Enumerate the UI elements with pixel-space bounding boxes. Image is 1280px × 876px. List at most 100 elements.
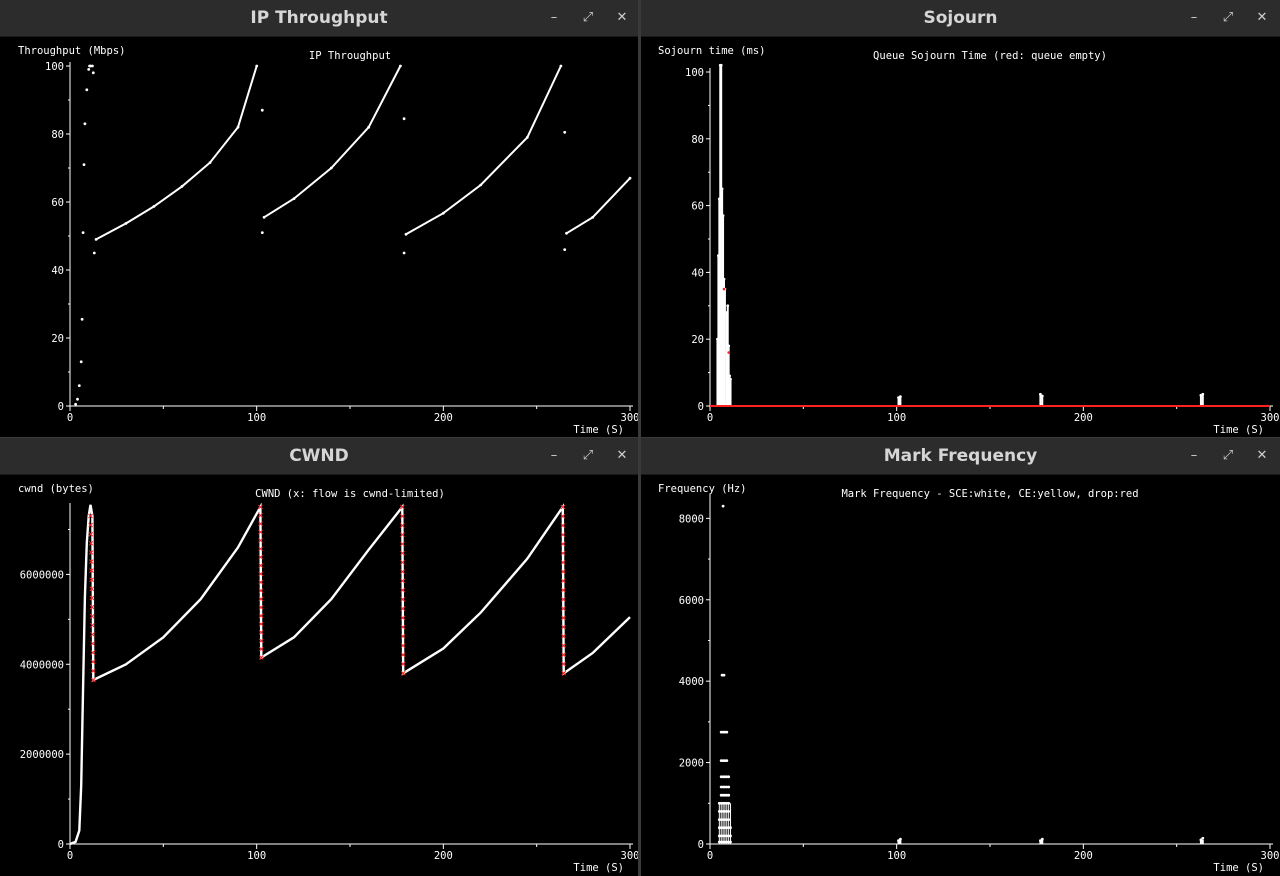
sojourn-window: Sojourn – ⤢ ✕ 0 100 200 300 0 20 40 60 80 100 Sojo… xyxy=(641,0,1280,437)
data-point xyxy=(83,122,87,126)
cwnd-limited-marker xyxy=(400,633,406,639)
series-line xyxy=(69,502,631,846)
cwnd-limited-marker xyxy=(258,504,263,510)
mark-frequency-chart-svg: 0 100 200 300 0 2000 4000 6000 8000 Frequency (Hz… xyxy=(658,483,1279,874)
queue-empty-point xyxy=(722,287,726,291)
minimize-button[interactable]: – xyxy=(550,10,558,25)
data-point xyxy=(76,397,79,401)
mark-frequency-titlebar[interactable]: Mark Frequency – ⤢ ✕ xyxy=(641,438,1280,475)
maximize-button[interactable]: ⤢ xyxy=(1222,10,1234,25)
window-divider-horizontal xyxy=(0,436,1280,438)
cwnd-limited-marker xyxy=(560,504,566,510)
close-button[interactable]: ✕ xyxy=(616,10,628,25)
cwnd-limited-marker xyxy=(90,641,96,646)
throughput-chart-svg: 0 100 200 300 0 20 40 60 80 100 Throughput (Mbps) I… xyxy=(18,45,638,436)
data-point xyxy=(727,775,731,779)
cwnd-limited-marker xyxy=(561,633,566,639)
x-tick-label: 0 xyxy=(707,850,713,862)
cwnd-limited-marker xyxy=(89,604,95,610)
data-point xyxy=(727,793,731,797)
x-tick-label: 300 xyxy=(621,412,638,424)
x-axis-label: Time (S) xyxy=(1213,862,1264,874)
close-button[interactable]: ✕ xyxy=(1256,10,1268,25)
cwnd-limited-marker xyxy=(400,652,406,658)
minimize-button[interactable]: – xyxy=(550,448,558,463)
cwnd-limited-marker xyxy=(400,597,406,602)
cwnd-limited-marker xyxy=(400,550,405,556)
cwnd-limited-marker xyxy=(89,586,95,592)
x-tick-label: 100 xyxy=(887,850,906,862)
y-tick-label: 20 xyxy=(51,333,64,345)
cwnd-limited-marker xyxy=(560,550,566,556)
x-tick-label: 200 xyxy=(1074,850,1093,862)
window-title: Mark Frequency xyxy=(883,446,1038,466)
x-tick-label: 0 xyxy=(67,412,73,424)
close-button[interactable]: ✕ xyxy=(1256,448,1268,463)
data-point xyxy=(260,231,264,235)
data-point xyxy=(82,163,86,166)
cwnd-limited-marker xyxy=(561,606,566,611)
cwnd-limited-marker xyxy=(258,563,264,568)
data-point xyxy=(727,785,731,789)
queue-empty-point xyxy=(727,351,730,354)
y-tick-label: 0 xyxy=(58,401,64,413)
y-tick-label: 40 xyxy=(51,265,64,277)
x-tick-label: 0 xyxy=(67,850,73,862)
cwnd-limited-marker xyxy=(258,646,264,652)
y-axis-label: Frequency (Hz) xyxy=(658,483,747,495)
x-tick-label: 200 xyxy=(1074,412,1093,424)
sojourn-plot: 0 100 200 300 0 20 40 60 80 100 Sojourn time (ms) Q… xyxy=(641,37,1280,437)
y-tick-label: 4000000 xyxy=(20,659,64,671)
window-title: CWND xyxy=(289,446,349,466)
cwnd-limited-marker xyxy=(400,606,406,611)
x-tick-label: 100 xyxy=(247,850,266,862)
throughput-curve xyxy=(565,177,631,235)
data-point xyxy=(79,360,83,364)
y-tick-label: 6000000 xyxy=(20,569,64,581)
cwnd-limited-marker xyxy=(258,638,264,644)
data-point xyxy=(563,130,567,134)
throughput-titlebar[interactable]: IP Throughput – ⤢ ✕ xyxy=(0,0,638,37)
minimize-button[interactable]: – xyxy=(1190,10,1198,25)
y-tick-label: 40 xyxy=(691,267,704,279)
cwnd-limited-marker xyxy=(89,595,95,601)
cwnd-limited-marker xyxy=(89,577,94,583)
cwnd-window: CWND – ⤢ ✕ 0 100 200 300 0 2000000 4000000 6000… xyxy=(0,438,638,876)
cwnd-titlebar[interactable]: CWND – ⤢ ✕ xyxy=(0,438,638,475)
chart-title: CWND (x: flow is cwnd-limited) xyxy=(255,488,445,500)
minimize-button[interactable]: – xyxy=(1190,448,1198,463)
maximize-button[interactable]: ⤢ xyxy=(1222,448,1234,463)
cwnd-limited-marker xyxy=(400,661,406,667)
cwnd-limited-marker xyxy=(400,587,406,593)
x-tick-label: 200 xyxy=(434,850,453,862)
maximize-button[interactable]: ⤢ xyxy=(582,448,594,463)
cwnd-limited-marker xyxy=(560,587,566,593)
cwnd-limited-marker xyxy=(258,588,264,593)
data-point xyxy=(91,71,95,75)
cwnd-limited-marker xyxy=(88,522,94,528)
data-point xyxy=(77,384,81,387)
mark-frequency-window: Mark Frequency – ⤢ ✕ 0 100 200 300 0 2000 4000… xyxy=(641,438,1280,876)
cwnd-limited-marker xyxy=(561,643,566,648)
y-tick-label: 0 xyxy=(58,839,64,851)
cwnd-limited-marker xyxy=(258,546,264,552)
sojourn-chart-svg: 0 100 200 300 0 20 40 60 80 100 Sojourn time (ms) Q… xyxy=(658,45,1279,436)
sojourn-titlebar[interactable]: Sojourn – ⤢ ✕ xyxy=(641,0,1280,37)
y-tick-label: 2000 xyxy=(679,758,704,770)
throughput-curve xyxy=(405,65,562,236)
data-point xyxy=(260,108,264,112)
data-point xyxy=(721,504,725,508)
cwnd-limited-marker xyxy=(258,579,264,585)
maximize-button[interactable]: ⤢ xyxy=(582,10,594,25)
cwnd-limited-marker xyxy=(400,569,405,575)
cwnd-limited-marker xyxy=(258,613,264,619)
cwnd-limited-marker xyxy=(89,613,95,619)
close-button[interactable]: ✕ xyxy=(616,448,628,463)
cwnd-limited-marker xyxy=(90,632,95,637)
data-point xyxy=(1040,837,1044,841)
mark-frequency-plot: 0 100 200 300 0 2000 4000 6000 8000 Frequency (Hz… xyxy=(641,475,1280,876)
chart-title: IP Throughput xyxy=(309,50,391,62)
cwnd-limited-marker xyxy=(258,521,263,527)
cwnd-limited-marker xyxy=(561,661,567,667)
cwnd-limited-marker xyxy=(90,677,96,683)
